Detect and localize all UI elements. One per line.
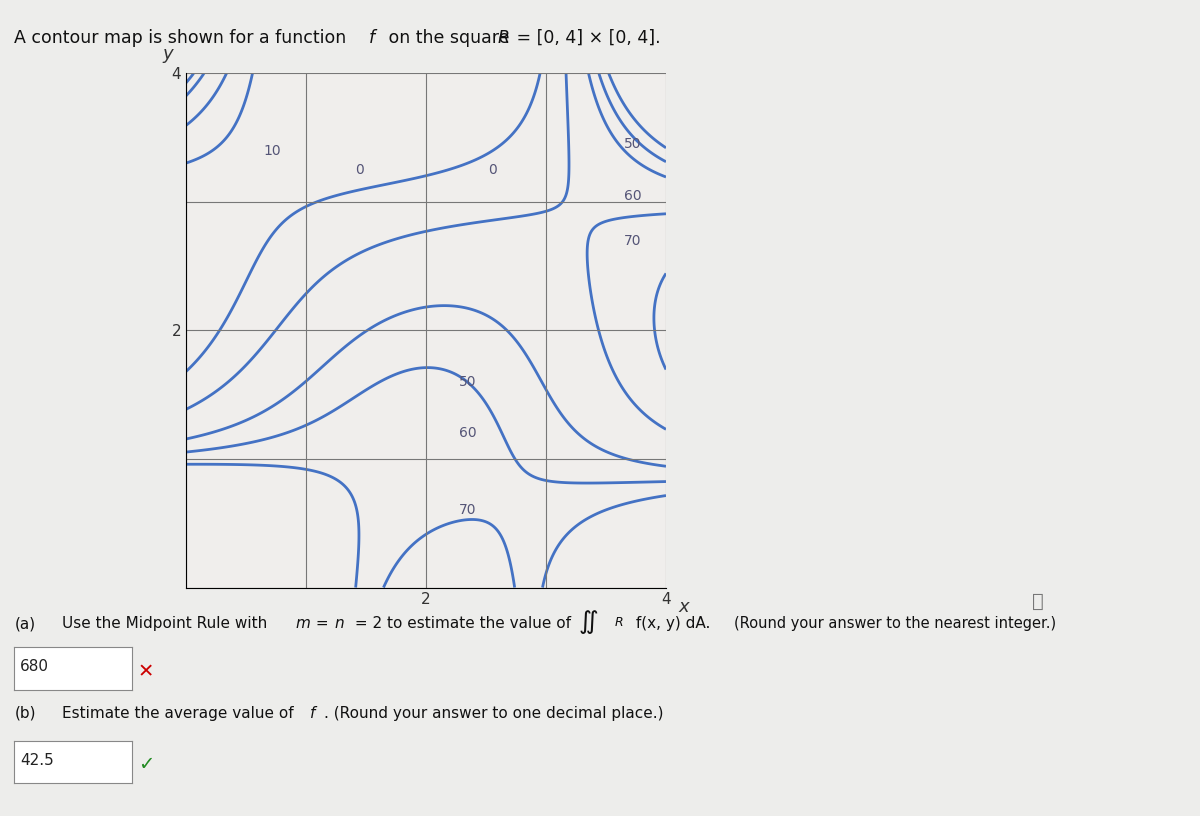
Text: 10: 10 [264,144,281,157]
Text: f(x, y) dA.: f(x, y) dA. [631,616,710,631]
Text: Estimate the average value of: Estimate the average value of [62,706,299,721]
Text: ✕: ✕ [138,662,155,681]
Text: ⓘ: ⓘ [1032,592,1044,610]
Text: 60: 60 [624,188,641,202]
Text: 680: 680 [20,659,49,674]
Text: 60: 60 [460,426,476,441]
Text: on the square: on the square [383,29,515,47]
Text: 70: 70 [460,503,476,517]
Text: (Round your answer to the nearest integer.): (Round your answer to the nearest intege… [734,616,1056,631]
Text: f: f [310,706,314,721]
Text: 0: 0 [355,163,365,177]
Text: = [0, 4] × [0, 4].: = [0, 4] × [0, 4]. [511,29,661,47]
Text: x: x [679,598,689,616]
Text: 0: 0 [487,163,497,177]
Text: 42.5: 42.5 [20,752,54,768]
Text: n: n [335,616,344,631]
Text: (a): (a) [14,616,36,631]
Text: y: y [163,45,173,63]
Text: 50: 50 [460,375,476,389]
Text: ∬: ∬ [578,610,598,633]
Text: . (Round your answer to one decimal place.): . (Round your answer to one decimal plac… [324,706,664,721]
Text: 70: 70 [624,233,641,247]
Text: m: m [295,616,310,631]
Text: = 2 to estimate the value of: = 2 to estimate the value of [350,616,571,631]
Text: (b): (b) [14,706,36,721]
Text: =: = [311,616,334,631]
Text: 50: 50 [624,137,641,151]
Text: R: R [498,29,510,47]
Text: Use the Midpoint Rule with: Use the Midpoint Rule with [62,616,272,631]
Text: ✓: ✓ [138,755,155,774]
Text: R: R [614,616,623,629]
Text: A contour map is shown for a function: A contour map is shown for a function [14,29,352,47]
Text: f: f [368,29,374,47]
